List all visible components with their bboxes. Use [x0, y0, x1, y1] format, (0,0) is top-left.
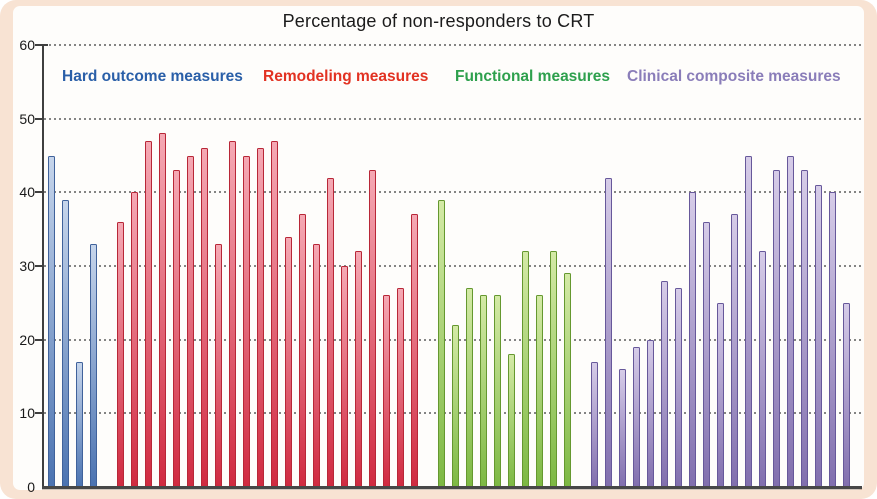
- bar-series4-3: [619, 369, 626, 487]
- bar-series2-20: [383, 295, 390, 487]
- chart-title: Percentage of non-responders to CRT: [282, 11, 595, 31]
- bar-series4-16: [801, 170, 808, 487]
- bar-series2-4: [159, 133, 166, 487]
- y-tick-label-10: 10: [19, 405, 35, 422]
- gridline-40: [44, 191, 862, 194]
- bar-series3-3: [466, 288, 473, 487]
- legend-hard-outcome-measures: Hard outcome measures: [62, 68, 243, 85]
- bar-series2-14: [299, 214, 306, 487]
- bar-series3-10: [564, 273, 571, 487]
- bar-series2-3: [145, 140, 152, 487]
- x-axis-line: [42, 486, 862, 489]
- bar-series4-2: [605, 177, 612, 487]
- legend-functional-measures: Functional measures: [455, 68, 611, 85]
- bar-series3-6: [508, 354, 515, 487]
- bar-series2-21: [397, 288, 404, 487]
- bar-series2-18: [355, 251, 362, 487]
- y-tick-label-60: 60: [19, 37, 35, 53]
- y-tick-label-30: 30: [19, 258, 35, 274]
- gridline-60: [44, 44, 862, 46]
- bar-series2-1: [117, 221, 124, 487]
- bar-series4-5: [647, 339, 654, 487]
- bar-series4-6: [661, 280, 668, 487]
- bar-series3-1: [438, 199, 445, 487]
- y-axis-top-tick: [38, 44, 48, 46]
- bar-series1-3: [76, 361, 83, 487]
- bar-series2-11: [257, 148, 264, 487]
- bar-series4-4: [633, 347, 640, 487]
- legend-remodeling-measures: Remodeling measures: [263, 68, 429, 85]
- y-tick-20: [35, 338, 42, 341]
- bar-series4-18: [829, 192, 836, 487]
- bar-series2-9: [229, 140, 236, 487]
- bar-series1-4: [90, 243, 97, 487]
- bar-series2-8: [215, 243, 222, 487]
- bar-series4-19: [843, 302, 850, 487]
- y-axis-line: [42, 44, 44, 488]
- bar-series3-7: [522, 251, 529, 487]
- bar-series2-6: [187, 155, 194, 487]
- bar-series3-2: [452, 324, 459, 487]
- bar-series3-4: [480, 295, 487, 487]
- bar-series2-17: [341, 266, 348, 487]
- gridline-50: [44, 117, 862, 120]
- bar-series4-15: [787, 155, 794, 487]
- bar-series2-13: [285, 236, 292, 487]
- bar-series1-2: [62, 199, 69, 487]
- y-tick-10: [35, 412, 42, 415]
- bar-series3-8: [536, 295, 543, 487]
- bar-series2-7: [201, 148, 208, 487]
- bar-series2-2: [131, 192, 138, 487]
- bar-series2-10: [243, 155, 250, 487]
- y-tick-label-20: 20: [19, 331, 35, 348]
- bar-series4-7: [675, 288, 682, 487]
- bar-series3-5: [494, 295, 501, 487]
- y-tick-30: [35, 265, 42, 267]
- bar-series4-8: [689, 192, 696, 487]
- legend-clinical-composite-measures: Clinical composite measures: [627, 68, 841, 85]
- y-tick-50: [35, 117, 42, 120]
- y-tick-label-40: 40: [19, 184, 35, 201]
- y-tick-40: [35, 191, 42, 194]
- y-tick-label-0: 0: [27, 479, 35, 495]
- bar-series2-12: [271, 140, 278, 487]
- bar-series1-1: [48, 155, 55, 487]
- bar-series2-15: [313, 243, 320, 487]
- gridline-30: [44, 265, 862, 267]
- bar-series4-9: [703, 221, 710, 487]
- bar-series4-1: [591, 361, 598, 487]
- bar-series2-22: [411, 214, 418, 487]
- bar-series4-13: [759, 251, 766, 487]
- bar-series4-12: [745, 155, 752, 487]
- bar-series2-16: [327, 177, 334, 487]
- bar-series2-19: [369, 170, 376, 487]
- y-tick-label-50: 50: [19, 110, 35, 127]
- bar-series4-17: [815, 184, 822, 487]
- bar-series2-5: [173, 170, 180, 487]
- bar-series4-11: [731, 214, 738, 487]
- bar-series3-9: [550, 251, 557, 487]
- bar-series4-14: [773, 170, 780, 487]
- bar-series4-10: [717, 302, 724, 487]
